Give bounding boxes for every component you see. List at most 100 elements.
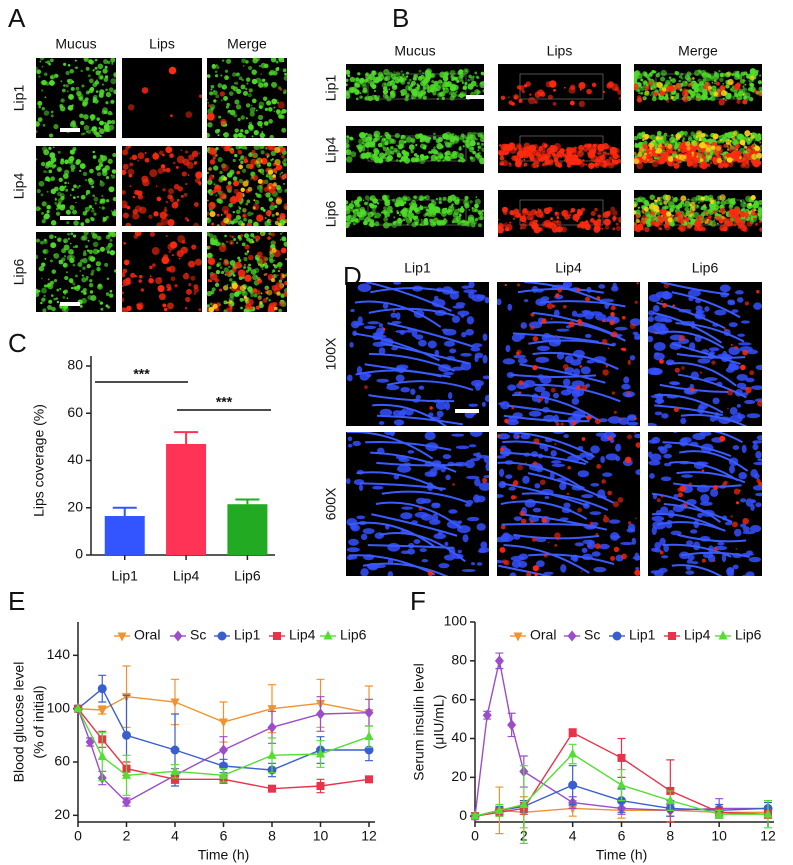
texture-dot — [185, 272, 188, 275]
texture-dot — [697, 513, 703, 518]
texture-dot — [63, 238, 69, 244]
texture-dot — [534, 91, 542, 99]
texture-dot — [59, 185, 65, 192]
texture-dot — [617, 154, 621, 158]
texture-dot — [681, 90, 689, 98]
bar — [227, 504, 268, 555]
texture-dot — [634, 151, 637, 156]
texture-fold — [359, 482, 446, 490]
texture-dot — [499, 160, 505, 166]
texture-dot — [509, 572, 517, 576]
texture-dot — [672, 214, 675, 217]
texture-dot — [67, 107, 70, 110]
texture-dot — [413, 92, 416, 95]
texture-dot — [649, 87, 653, 90]
texture-dot — [272, 269, 276, 273]
texture-dot — [169, 153, 174, 158]
texture-dot — [726, 389, 734, 396]
texture-dot — [461, 219, 466, 224]
texture-dot — [551, 226, 559, 233]
texture-dot — [395, 197, 403, 204]
texture-dot — [282, 59, 285, 63]
texture-dot — [84, 101, 89, 106]
texture-dot — [269, 219, 272, 223]
texture-dot — [126, 277, 131, 283]
texture-dot — [481, 209, 484, 213]
texture-dot — [69, 242, 72, 245]
texture-dot — [735, 218, 744, 227]
texture-dot — [355, 218, 361, 223]
texture-dot — [254, 199, 260, 205]
texture-dot — [241, 290, 248, 297]
texture-dot — [732, 445, 740, 450]
texture-dot — [194, 258, 202, 266]
texture-fold — [498, 564, 554, 576]
texture-dot — [382, 327, 386, 331]
texture-dot — [730, 515, 733, 518]
texture-dot — [273, 306, 278, 311]
texture-dot — [598, 163, 601, 166]
texture-dot — [449, 291, 460, 300]
texture-dot — [516, 351, 520, 356]
texture-dot — [598, 543, 610, 550]
texture-dot — [476, 142, 480, 146]
texture-dot — [560, 389, 572, 396]
texture-dot — [559, 482, 567, 491]
texture-dot — [252, 274, 258, 281]
texture-dot — [122, 284, 124, 287]
texture-dot — [462, 93, 465, 96]
texture-dot — [553, 153, 560, 160]
texture-dot — [523, 164, 526, 167]
texture-dot — [546, 302, 554, 310]
texture-dot — [592, 143, 597, 148]
texture-dot — [562, 304, 567, 309]
texture-dot — [215, 194, 218, 197]
texture-dot — [502, 210, 508, 216]
texture-dot — [218, 115, 222, 119]
texture-dot — [238, 207, 242, 210]
texture-dot — [383, 68, 390, 76]
texture-dot — [63, 62, 67, 66]
texture-dot — [755, 136, 761, 142]
texture-dot — [233, 238, 237, 241]
texture-dot — [502, 223, 507, 228]
texture-dot — [82, 266, 86, 270]
texture-dot — [751, 144, 756, 148]
texture — [500, 73, 621, 108]
texture-dot — [744, 145, 748, 149]
texture-dot — [207, 101, 209, 104]
texture-dot — [707, 97, 711, 101]
texture-dot — [81, 84, 85, 88]
texture-dot — [376, 202, 380, 205]
texture-dot — [586, 143, 594, 151]
texture-dot — [719, 85, 726, 92]
texture-dot — [69, 69, 74, 74]
texture-dot — [262, 298, 268, 303]
texture-dot — [258, 148, 261, 151]
texture-dot — [230, 85, 235, 90]
texture-dot — [518, 391, 522, 395]
texture-dot — [713, 91, 719, 97]
texture-dot — [234, 82, 236, 85]
texture-dot — [528, 96, 536, 105]
texture-dot — [540, 296, 550, 302]
texture-dot — [681, 474, 694, 478]
texture-dot — [620, 347, 624, 351]
texture-dot — [40, 161, 46, 167]
texture-dot — [274, 220, 280, 225]
texture-dot — [39, 60, 42, 63]
texture-dot — [251, 174, 259, 181]
texture-dot — [225, 270, 232, 277]
texture-dot — [232, 268, 237, 273]
x-tick-label: 6 — [220, 828, 228, 844]
texture-dot — [581, 494, 594, 499]
texture-dot — [730, 87, 736, 92]
texture-dot — [92, 194, 96, 198]
texture-dot — [448, 509, 458, 514]
texture-dot — [387, 542, 401, 552]
texture-dot — [708, 89, 712, 94]
texture-dot — [632, 555, 640, 561]
column-header: Lips — [547, 43, 573, 59]
texture-dot — [529, 145, 533, 149]
texture-dot — [426, 84, 429, 87]
